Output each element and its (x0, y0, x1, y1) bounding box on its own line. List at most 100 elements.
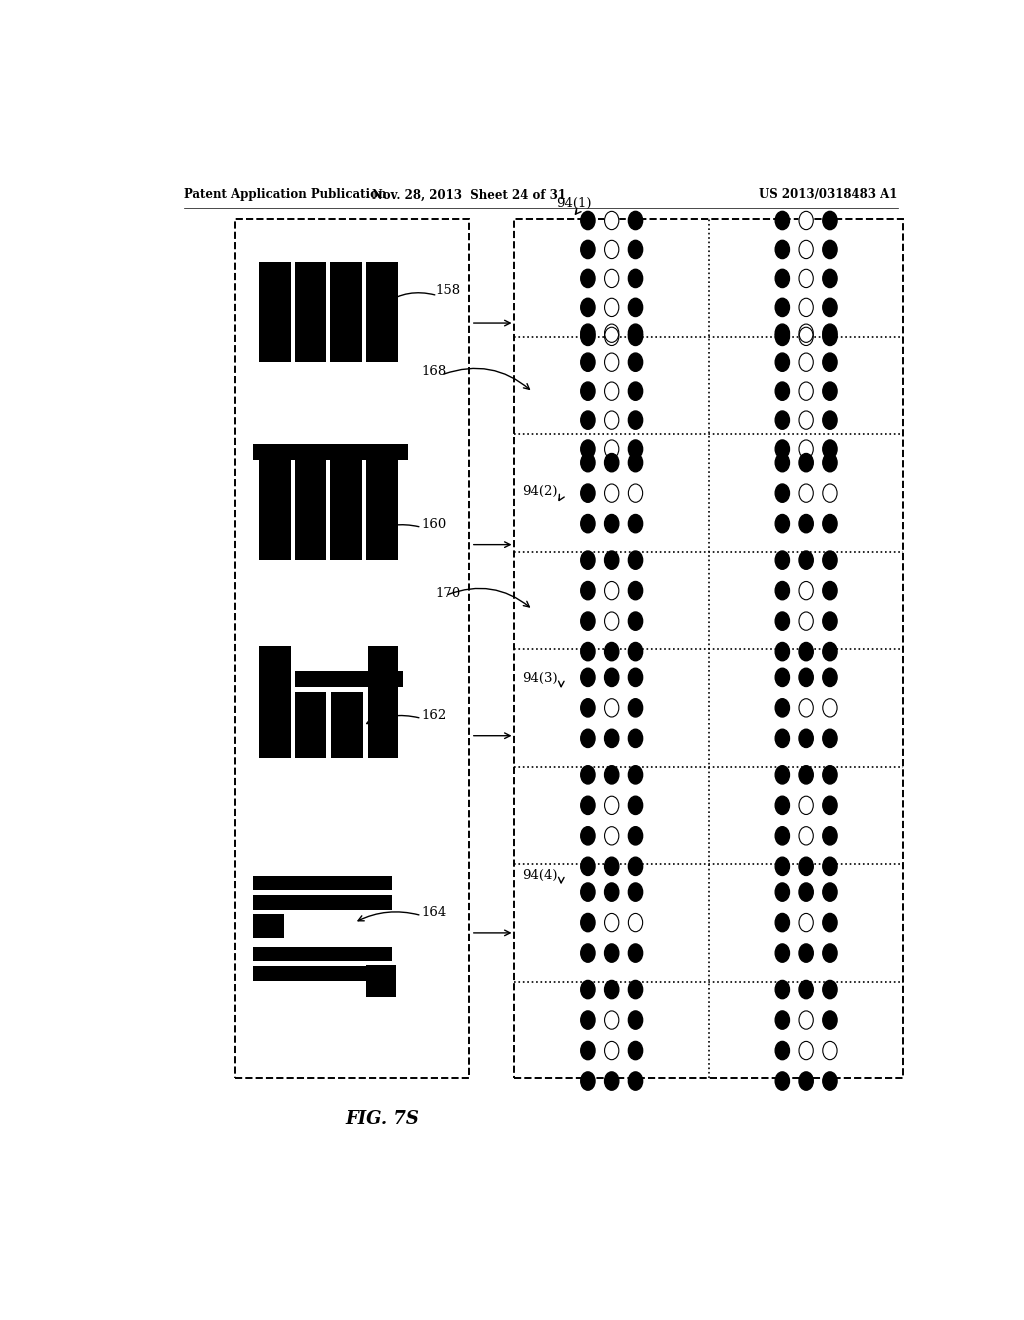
Circle shape (775, 944, 790, 962)
Bar (367, 263, 397, 362)
Circle shape (775, 643, 790, 661)
Circle shape (581, 612, 595, 630)
Circle shape (629, 729, 643, 747)
Text: 162: 162 (422, 709, 446, 722)
Circle shape (604, 944, 618, 962)
Circle shape (581, 484, 595, 503)
Circle shape (629, 484, 643, 503)
Circle shape (629, 643, 643, 661)
Text: US 2013/0318483 A1: US 2013/0318483 A1 (760, 189, 898, 202)
Circle shape (775, 269, 790, 288)
Circle shape (581, 729, 595, 747)
Circle shape (823, 796, 837, 814)
Circle shape (823, 515, 837, 533)
Circle shape (629, 327, 643, 346)
Circle shape (799, 643, 813, 661)
Circle shape (629, 1011, 643, 1030)
Circle shape (823, 440, 837, 458)
Circle shape (629, 883, 643, 902)
Circle shape (629, 766, 643, 784)
Circle shape (581, 668, 595, 686)
Circle shape (775, 698, 790, 717)
Bar (295, 461, 327, 560)
Circle shape (823, 1041, 837, 1060)
Bar (253, 895, 392, 909)
Circle shape (629, 352, 643, 371)
Circle shape (799, 857, 813, 875)
Circle shape (581, 883, 595, 902)
Bar (259, 461, 291, 560)
Circle shape (823, 411, 837, 429)
Circle shape (629, 1072, 643, 1090)
Bar (367, 461, 397, 560)
Circle shape (775, 1011, 790, 1030)
Circle shape (775, 826, 790, 845)
Circle shape (775, 1072, 790, 1090)
Bar (331, 692, 362, 758)
Circle shape (604, 240, 618, 259)
Circle shape (775, 981, 790, 999)
Circle shape (604, 269, 618, 288)
Text: 170: 170 (436, 587, 461, 599)
Circle shape (581, 981, 595, 999)
Text: FIG. 7S: FIG. 7S (345, 1110, 419, 1127)
Text: 158: 158 (436, 284, 461, 297)
Circle shape (775, 411, 790, 429)
Circle shape (581, 411, 595, 429)
Bar (236, 219, 469, 1078)
Bar (367, 965, 396, 997)
Circle shape (604, 550, 618, 569)
Circle shape (629, 240, 643, 259)
Circle shape (775, 325, 790, 342)
Circle shape (775, 1041, 790, 1060)
Circle shape (581, 454, 595, 471)
Bar (514, 219, 903, 1078)
Bar (295, 263, 327, 362)
Circle shape (629, 826, 643, 845)
Circle shape (604, 796, 618, 814)
Circle shape (629, 981, 643, 999)
Circle shape (775, 327, 790, 346)
Circle shape (629, 698, 643, 717)
Circle shape (604, 766, 618, 784)
Circle shape (823, 484, 837, 503)
Circle shape (604, 325, 618, 342)
Circle shape (823, 327, 837, 346)
Circle shape (581, 643, 595, 661)
Circle shape (823, 550, 837, 569)
Circle shape (823, 981, 837, 999)
Circle shape (604, 411, 618, 429)
Circle shape (799, 240, 813, 259)
Circle shape (799, 981, 813, 999)
Circle shape (823, 381, 837, 400)
Circle shape (581, 913, 595, 932)
Circle shape (581, 944, 595, 962)
Circle shape (581, 327, 595, 346)
Text: 164: 164 (422, 906, 446, 919)
Circle shape (799, 826, 813, 845)
Circle shape (604, 515, 618, 533)
Circle shape (799, 698, 813, 717)
Circle shape (775, 857, 790, 875)
Circle shape (629, 944, 643, 962)
Circle shape (581, 826, 595, 845)
Bar (295, 692, 327, 758)
Circle shape (604, 913, 618, 932)
Circle shape (823, 298, 837, 317)
Circle shape (799, 269, 813, 288)
Bar (368, 647, 397, 758)
Circle shape (604, 211, 618, 230)
Circle shape (581, 698, 595, 717)
Circle shape (604, 582, 618, 599)
Circle shape (799, 1072, 813, 1090)
Circle shape (629, 411, 643, 429)
Circle shape (629, 913, 643, 932)
Circle shape (823, 269, 837, 288)
Circle shape (775, 729, 790, 747)
Circle shape (775, 381, 790, 400)
Circle shape (581, 298, 595, 317)
Circle shape (775, 484, 790, 503)
Circle shape (823, 643, 837, 661)
Circle shape (775, 883, 790, 902)
Circle shape (823, 352, 837, 371)
